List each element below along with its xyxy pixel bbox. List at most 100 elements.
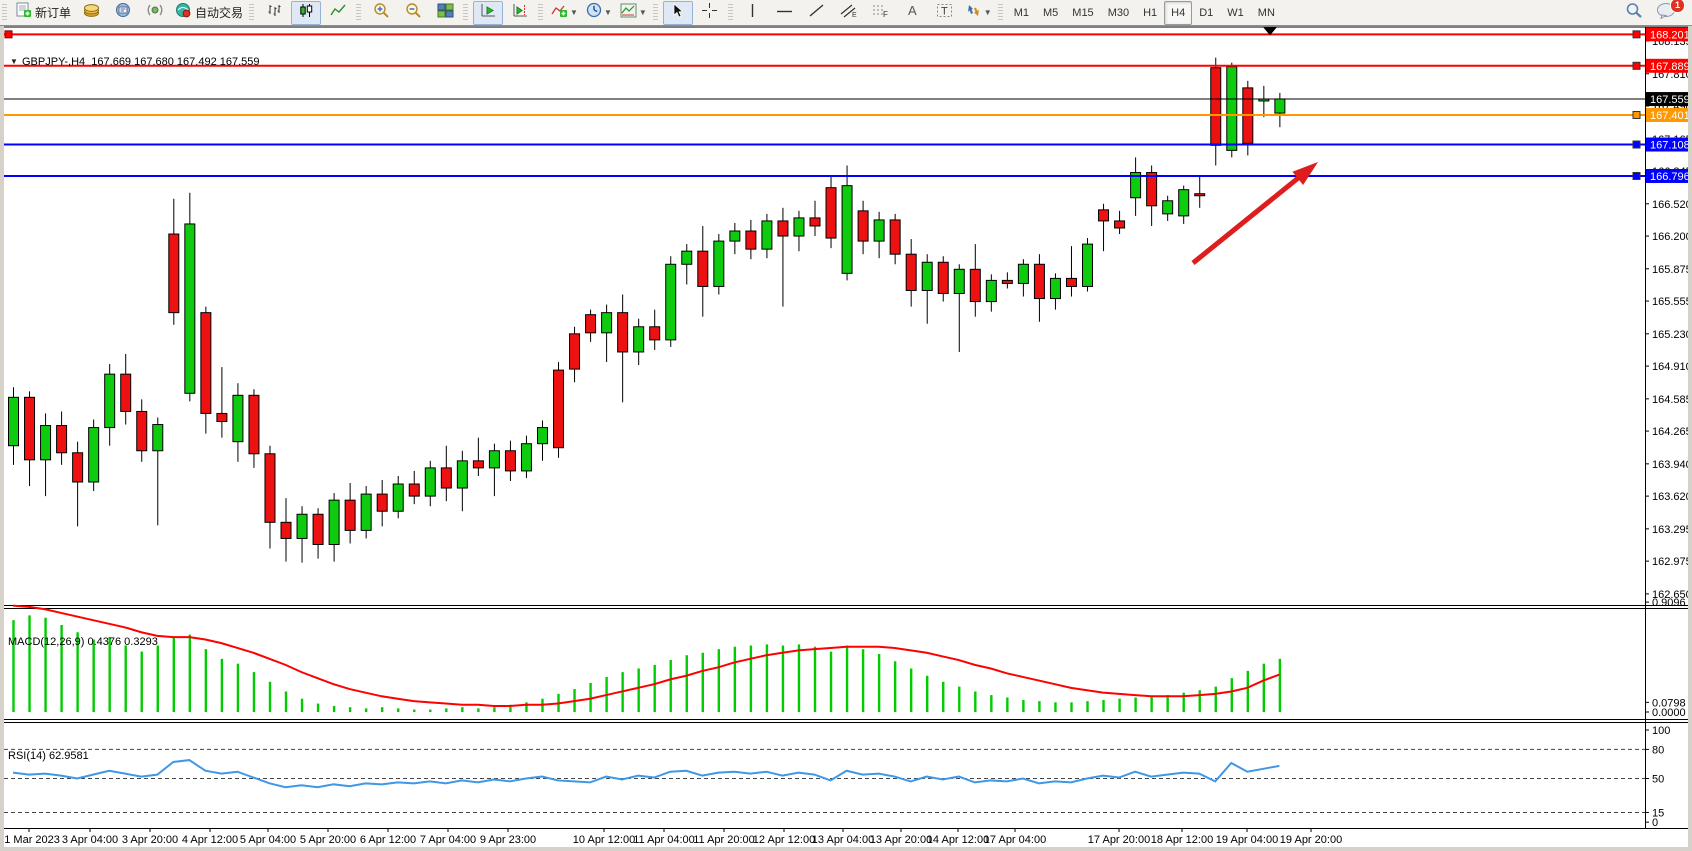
timeframe-D1-button[interactable]: D1 [1199,6,1214,19]
auto-trading-button[interactable]: 自动交易 [172,1,246,25]
tile-windows-button[interactable] [430,1,460,25]
hline-right-handle[interactable] [1632,30,1641,39]
price-tick-label: 165.230 [1652,329,1692,341]
candle [553,362,565,458]
periods-icon [586,2,602,23]
price-badge [1646,27,1692,42]
new-order-label: 新订单 [35,6,72,20]
templates-button[interactable]: ▼ [617,1,650,25]
price-badge-label: 167.108 [1650,140,1690,152]
candle [40,413,52,497]
candle-body-down [745,230,757,250]
candlestick-chart-icon [298,3,314,23]
horizontal-line-tool-button[interactable] [770,1,800,25]
arrows-tool-button[interactable]: ▼ [962,1,995,25]
annotation-arrow-shaft[interactable] [1191,172,1305,265]
fibonacci-icon: F [872,3,889,23]
timeframe-H1-button[interactable]: H1 [1143,6,1158,19]
crosshair-tool-button[interactable] [695,1,725,25]
zoom-in-button[interactable] [366,1,396,25]
text-label-tool-button[interactable]: T [930,1,960,25]
fibonacci-tool-button[interactable]: F [866,1,896,25]
chart-plot-area[interactable]: 168.135167.810167.490167.165166.845166.5… [0,26,1692,851]
symbol-menu-arrow-icon[interactable]: ▼ [10,57,18,66]
candle [921,254,933,324]
auto-trading-label: 自动交易 [195,6,244,20]
candle-body-down [280,521,292,539]
vertical-line-tool-button[interactable] [738,1,768,25]
timeframe-W1-button[interactable]: W1 [1227,6,1244,19]
candle-body-up [1162,200,1174,215]
candle [1162,195,1174,221]
macd-axis-label: 0.0000 [1652,707,1686,719]
timeframe-H4-button[interactable]: H4 [1164,0,1193,25]
window-right-border [1688,26,1692,851]
candle-body-down [168,233,180,314]
chart-canvas[interactable]: 168.135167.810167.490167.165166.845166.5… [0,26,1692,851]
time-tick-label: 14 Apr 12:00 [927,834,989,846]
auto-scroll-button[interactable] [473,0,504,25]
hline-right-handle[interactable] [1632,110,1641,119]
candle-body-down [825,187,837,239]
candlestick-chart-type-button[interactable] [291,0,322,25]
timeframe-M5-button[interactable]: M5 [1043,6,1059,19]
metaeditor-button[interactable] [108,1,138,25]
time-tick-label: 13 Apr 04:00 [812,834,874,846]
rsi-axis-label: 15 [1652,807,1664,819]
vertical-line-icon [747,3,758,23]
arrows-icon [965,3,982,23]
candle-body-down [312,513,324,545]
candle-body-up [520,443,532,472]
hline-left-handle[interactable] [4,30,13,39]
candle-body-up [152,424,164,452]
timeframe-MN-button[interactable]: MN [1257,6,1275,19]
candle [841,165,853,281]
search-icon [1625,2,1643,24]
candle [1178,185,1190,224]
line-chart-type-button[interactable] [323,1,353,25]
chart-shift-button[interactable] [505,1,535,25]
hline-right-handle[interactable] [1632,171,1641,180]
zoom-out-icon [405,2,422,23]
periods-button[interactable]: ▼ [583,1,615,25]
candle-body-up [921,261,933,291]
timeframe-M30-button[interactable]: M30 [1107,6,1130,19]
cursor-tool-button[interactable] [662,0,693,25]
chart-shift-icon [512,3,529,23]
candle [152,417,164,526]
hline-right-handle[interactable] [1632,140,1641,149]
text-tool-button[interactable]: A [898,1,928,25]
notifications-button[interactable]: 1 [1651,0,1685,25]
bar-chart-type-button[interactable] [259,1,289,25]
annotation-arrow-head[interactable] [1292,162,1318,185]
trendline-tool-button[interactable] [802,1,832,25]
time-tick-label: 6 Apr 12:00 [360,834,416,846]
candle-body-down [889,219,901,255]
chevron-down-icon: ▼ [638,8,647,17]
zoom-out-button[interactable] [398,1,428,25]
price-tick-label: 163.940 [1652,459,1692,471]
signals-button[interactable] [140,1,170,25]
candle-body-up [665,263,677,341]
candle [601,304,613,363]
profiles-icon [83,3,100,23]
candle-body-down [777,220,789,237]
channel-tool-button[interactable]: E [834,1,864,25]
candle-body-up [1178,189,1190,217]
timeframe-M1-button[interactable]: M1 [1013,6,1029,19]
candle [1017,259,1029,297]
indicators-button[interactable]: ▼ [548,1,581,25]
hline-right-handle[interactable] [1632,61,1641,70]
candle-body-up [633,326,645,353]
profiles-button[interactable] [76,1,106,25]
text-label-icon: T [936,3,953,23]
timeframe-M15-button[interactable]: M15 [1072,6,1094,19]
candle-body-down [472,460,484,469]
time-tick-label: 9 Apr 23:00 [480,834,536,846]
candle [697,225,709,317]
new-order-button[interactable]: 新订单 [12,1,74,25]
search-button[interactable] [1619,1,1649,25]
text-icon: A [906,3,919,23]
candle [376,479,388,527]
candle [1226,62,1238,158]
